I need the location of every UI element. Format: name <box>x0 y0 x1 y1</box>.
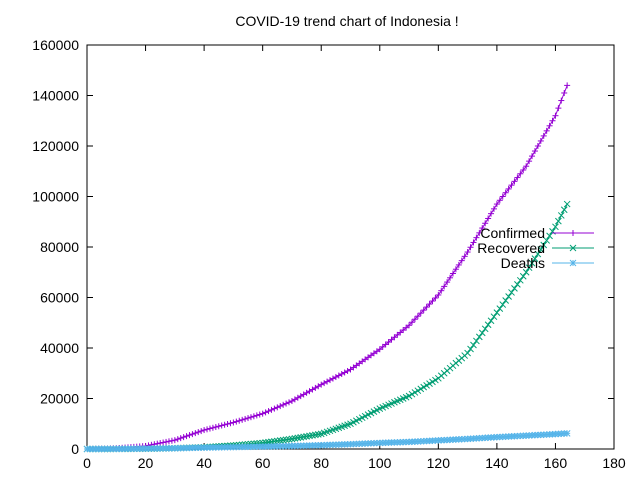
x-tick-label: 40 <box>196 455 212 471</box>
series-confirmed <box>84 82 571 452</box>
legend-entry: Recovered <box>477 240 594 256</box>
x-tick-label: 180 <box>602 455 626 471</box>
legend-marker <box>569 259 577 267</box>
y-tick-label: 100000 <box>32 189 79 205</box>
y-tick-label: 40000 <box>40 340 79 356</box>
legend-marker <box>569 244 577 252</box>
y-tick-label: 80000 <box>40 239 79 255</box>
chart-title: COVID-19 trend chart of Indonesia ! <box>235 13 458 29</box>
series-lines <box>83 82 571 453</box>
x-tick-label: 80 <box>313 455 329 471</box>
series-line <box>86 85 568 450</box>
x-tick-label: 20 <box>138 455 154 471</box>
y-tick-label: 0 <box>71 441 79 457</box>
series-markers <box>83 429 571 453</box>
legend-label: Confirmed <box>480 225 545 241</box>
y-tick-label: 60000 <box>40 290 79 306</box>
y-tick-label: 160000 <box>32 37 79 53</box>
x-tick-label: 140 <box>485 455 509 471</box>
series-deaths <box>83 429 571 453</box>
legend-entry: Deaths <box>501 255 594 271</box>
y-tick-label: 20000 <box>40 391 79 407</box>
x-tick-label: 160 <box>544 455 568 471</box>
legend-label: Recovered <box>477 240 545 256</box>
y-tick-label: 140000 <box>32 88 79 104</box>
series-markers <box>84 82 571 452</box>
x-tick-label: 0 <box>83 455 91 471</box>
legend-entry: Confirmed <box>480 225 594 241</box>
y-tick-label: 120000 <box>32 138 79 154</box>
x-tick-label: 100 <box>368 455 392 471</box>
axis-ticks: 0 20 40 60 80 100 120 140 160 180 0 20000 40000 60000… <box>32 37 626 471</box>
x-tick-label: 60 <box>255 455 271 471</box>
x-tick-label: 120 <box>427 455 451 471</box>
legend-label: Deaths <box>501 255 545 271</box>
legend-marker <box>570 230 576 236</box>
